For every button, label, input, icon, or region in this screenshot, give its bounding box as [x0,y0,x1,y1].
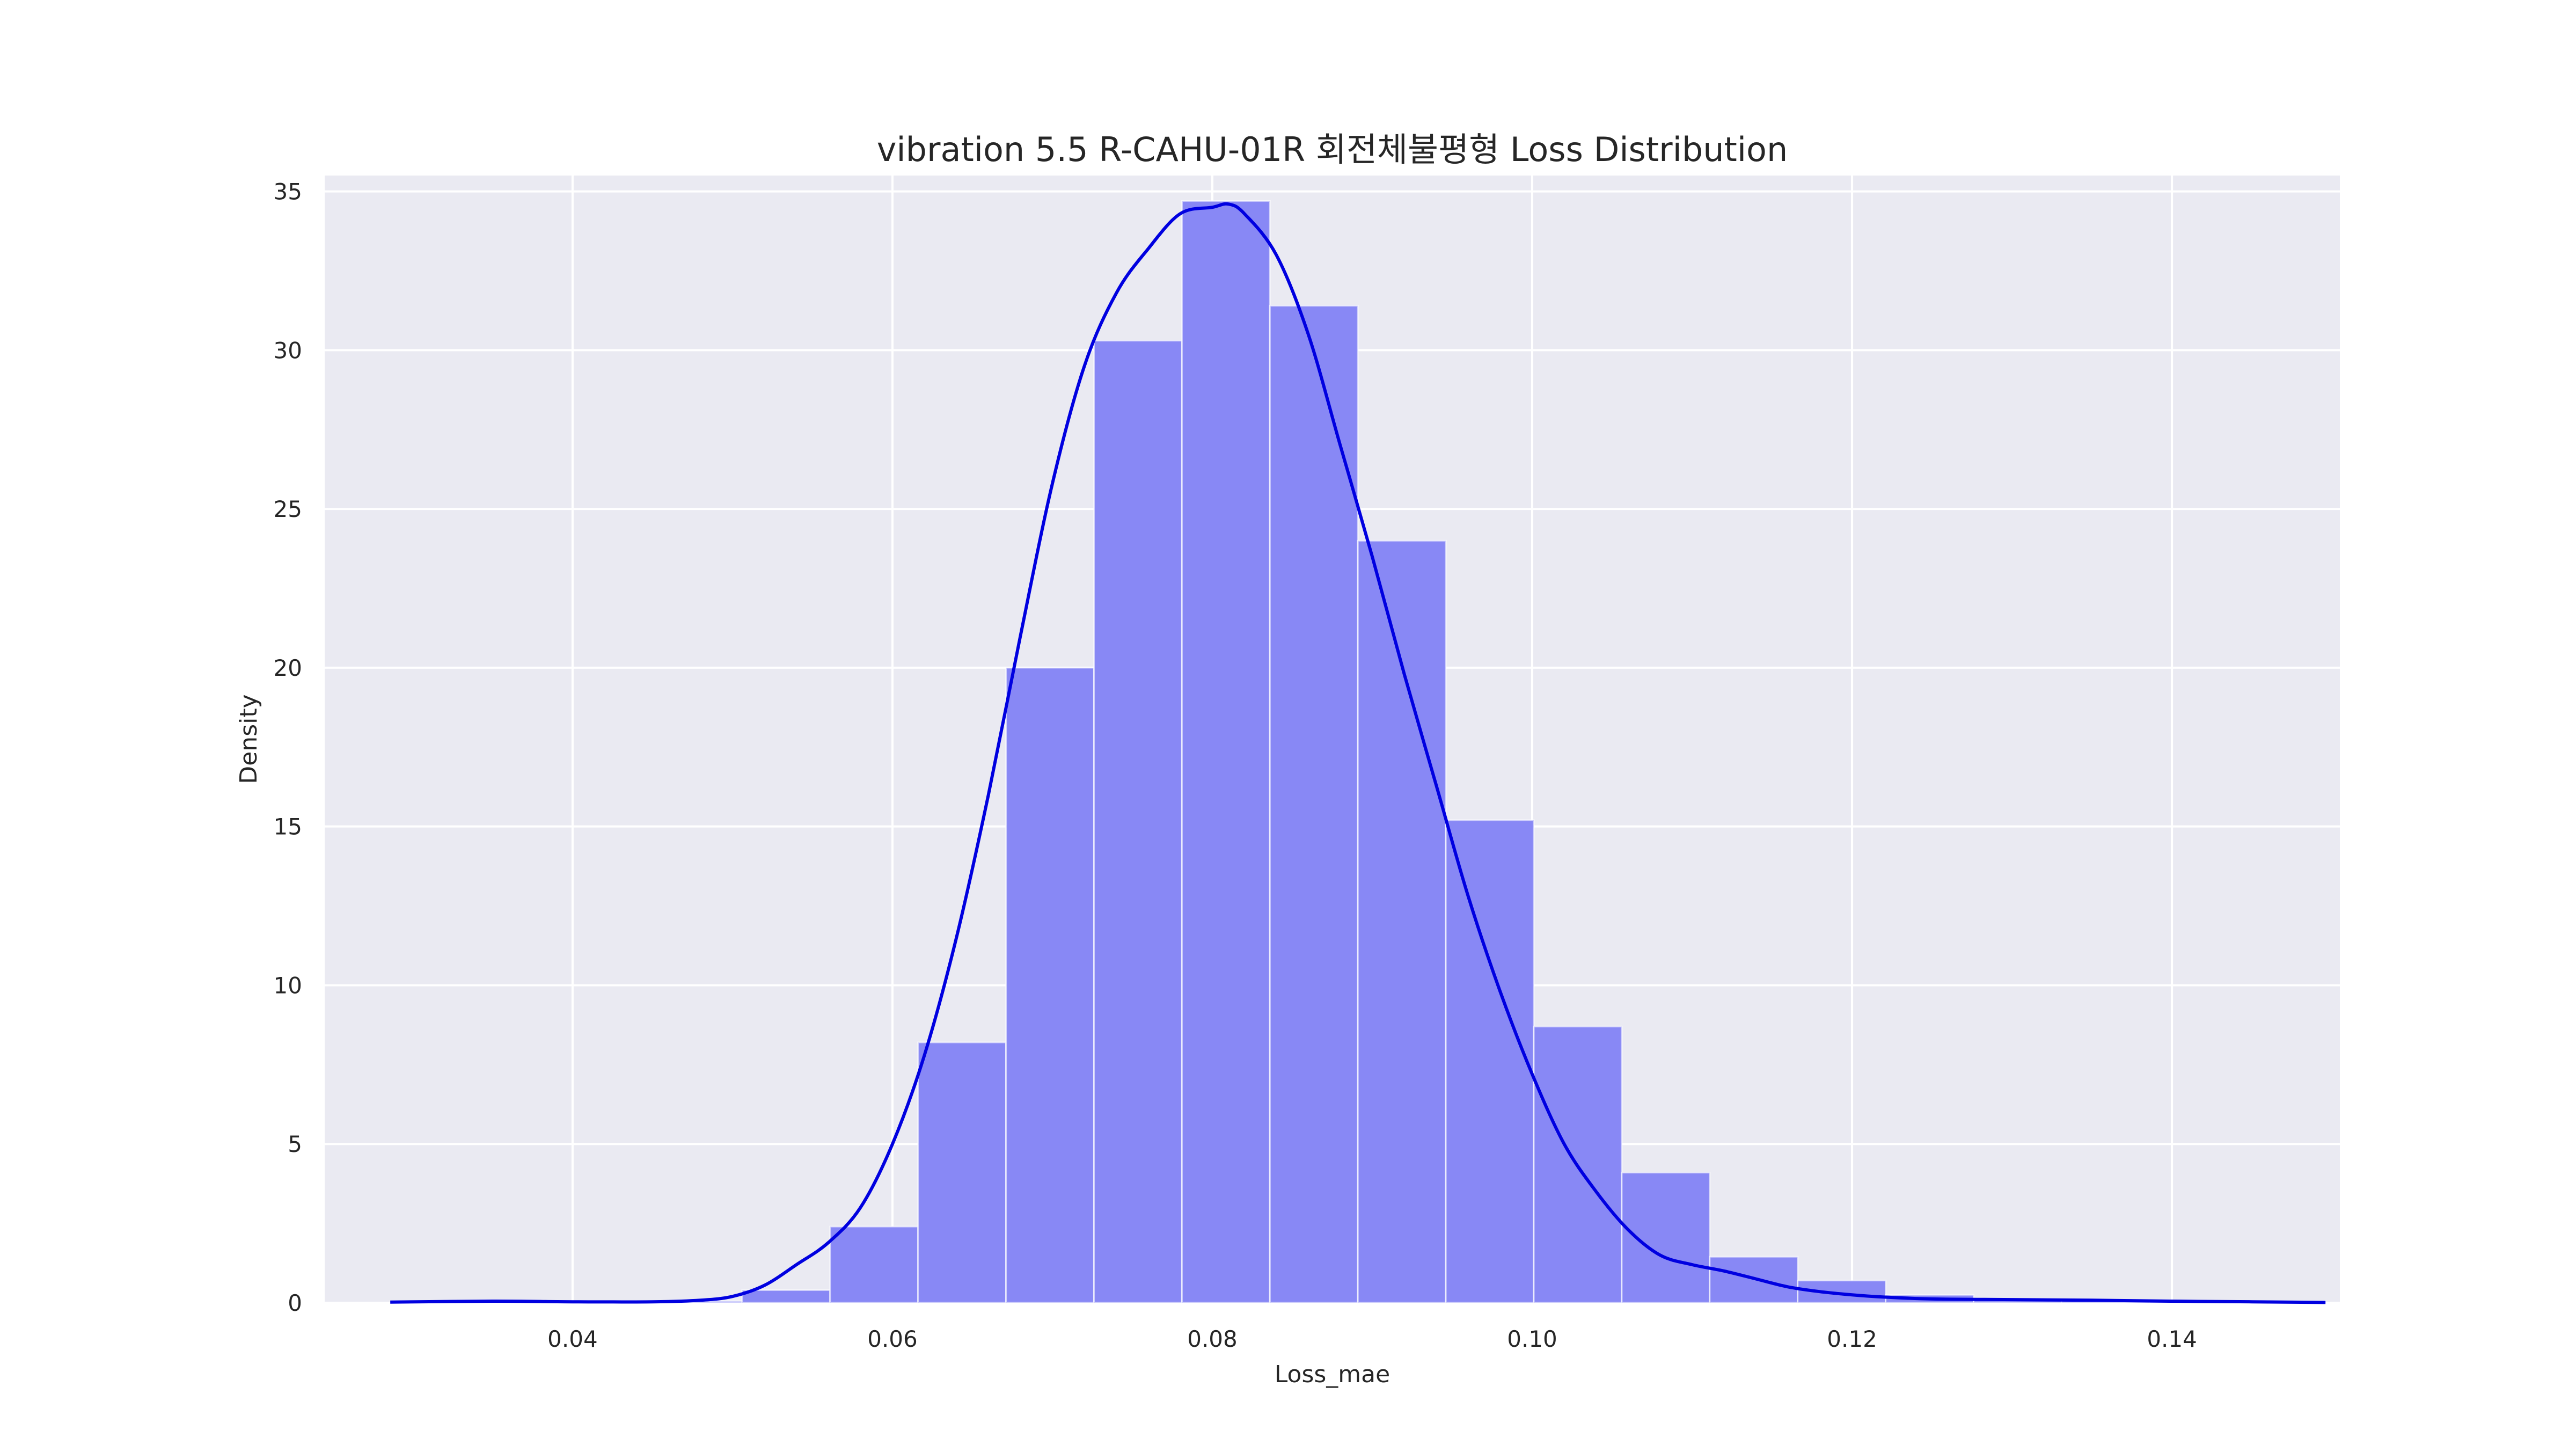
x-tick-label: 0.12 [1827,1326,1877,1352]
x-axis-label: Loss_mae [1275,1361,1390,1388]
y-tick-label: 15 [274,814,302,840]
tick-labels: 0.04 0.06 0.08 0.10 0.12 0.14 0 5 10 15 20 25 30 35 [274,179,2197,1352]
y-axis-label: Density [235,694,262,784]
histogram-bar [1181,200,1271,1304]
histogram-bar [1357,539,1447,1304]
histogram-bar [1093,340,1183,1304]
y-tick-label: 25 [274,496,302,522]
y-tick-label: 20 [274,655,302,681]
x-tick-label: 0.14 [2147,1326,2197,1352]
y-tick-label: 35 [274,179,302,205]
x-tick-label: 0.04 [547,1326,598,1352]
x-tick-label: 0.06 [867,1326,918,1352]
histogram-bar [1533,1025,1623,1304]
histogram-bar [1269,305,1359,1304]
histogram-bar [1445,819,1535,1304]
histogram-bar [741,1289,831,1304]
y-tick-label: 0 [288,1290,302,1316]
kde-curve [390,202,2326,1304]
x-tick-label: 0.08 [1187,1326,1238,1352]
y-tick-label: 30 [274,337,302,363]
y-tick-label: 5 [288,1131,302,1157]
x-tick-label: 0.10 [1507,1326,1557,1352]
histogram-bar [1005,667,1095,1304]
histogram-bar [829,1225,919,1304]
chart-title: vibration 5.5 R-CAHU-01R 회전체불평형 Loss Dis… [877,130,1788,169]
histogram-bar [917,1041,1007,1304]
y-tick-label: 10 [274,972,302,998]
